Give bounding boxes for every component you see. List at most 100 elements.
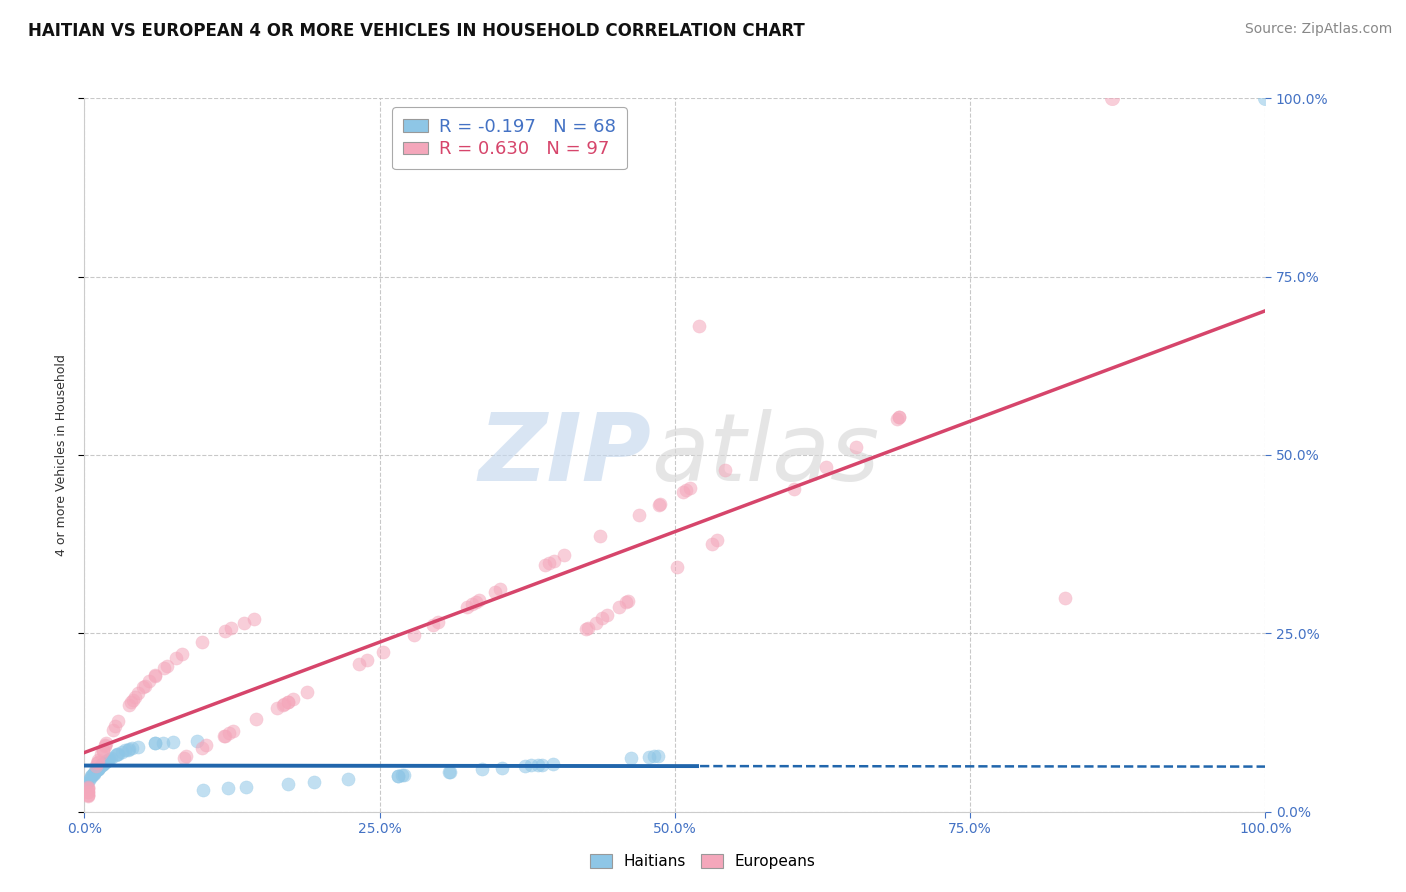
Point [815, 459, 838, 474]
Point [87, 762, 110, 776]
Point [104, 719, 127, 733]
Point [302, 775, 325, 789]
Point [80, 770, 103, 784]
Point [534, 558, 557, 573]
Point [80, 768, 103, 782]
Point [489, 582, 512, 596]
Point [706, 533, 728, 548]
Point [277, 695, 299, 709]
Point [172, 648, 194, 662]
Point [77, 780, 100, 795]
Point [714, 463, 737, 477]
Point [105, 747, 128, 762]
Point [347, 657, 370, 672]
Point [87, 762, 110, 776]
Point [647, 748, 669, 763]
Point [173, 750, 195, 764]
Point [91, 757, 114, 772]
Point [83, 765, 105, 780]
Point [86, 763, 108, 777]
Legend: Haitians, Europeans: Haitians, Europeans [583, 848, 823, 875]
Point [143, 668, 166, 682]
Point [607, 599, 630, 614]
Point [222, 724, 245, 739]
Point [1254, 91, 1277, 105]
Point [91, 756, 114, 771]
Point [191, 635, 214, 649]
Point [76, 776, 98, 790]
Point [195, 739, 218, 753]
Point [543, 553, 565, 567]
Point [591, 611, 613, 625]
Point [93, 739, 115, 754]
Point [152, 661, 174, 675]
Point [672, 485, 695, 500]
Point [100, 750, 122, 764]
Point [87, 762, 110, 776]
Point [465, 595, 488, 609]
Point [221, 622, 243, 636]
Point [155, 658, 177, 673]
Point [134, 679, 156, 693]
Point [93, 756, 115, 771]
Legend: R = -0.197   N = 68, R = 0.630   N = 97: R = -0.197 N = 68, R = 0.630 N = 97 [392, 107, 627, 169]
Point [886, 412, 908, 426]
Point [90, 747, 112, 761]
Point [84, 764, 107, 779]
Point [553, 549, 575, 563]
Point [165, 651, 187, 665]
Point [214, 729, 236, 743]
Point [628, 508, 651, 523]
Point [98, 752, 121, 766]
Point [83, 766, 105, 780]
Point [387, 768, 409, 782]
Point [77, 780, 100, 794]
Point [277, 777, 299, 791]
Point [456, 599, 478, 614]
Point [94, 756, 117, 770]
Point [277, 695, 299, 709]
Point [526, 758, 548, 772]
Point [531, 757, 554, 772]
Point [688, 319, 710, 334]
Point [387, 768, 409, 782]
Point [889, 410, 911, 425]
Point [120, 695, 142, 709]
Point [117, 742, 139, 756]
Point [127, 739, 149, 754]
Point [121, 741, 143, 756]
Point [101, 723, 124, 738]
Point [77, 781, 100, 796]
Point [218, 726, 240, 740]
Point [520, 758, 543, 772]
Point [91, 757, 114, 772]
Point [783, 482, 806, 496]
Point [111, 745, 134, 759]
Point [700, 537, 723, 551]
Point [266, 700, 288, 714]
Point [461, 597, 484, 611]
Text: ZIP: ZIP [478, 409, 651, 501]
Point [232, 616, 254, 631]
Point [537, 557, 560, 571]
Point [90, 758, 112, 772]
Point [96, 754, 118, 768]
Point [638, 749, 661, 764]
Point [596, 607, 619, 622]
Point [77, 788, 100, 802]
Y-axis label: 4 or more Vehicles in Household: 4 or more Vehicles in Household [55, 354, 67, 556]
Point [186, 734, 208, 748]
Point [541, 756, 564, 771]
Point [273, 698, 295, 712]
Point [427, 615, 450, 630]
Point [97, 753, 120, 767]
Point [1053, 591, 1076, 605]
Point [127, 686, 149, 700]
Point [484, 585, 506, 599]
Point [191, 783, 214, 797]
Point [76, 776, 98, 790]
Point [143, 736, 166, 750]
Point [77, 788, 100, 802]
Point [666, 560, 689, 574]
Point [889, 410, 911, 425]
